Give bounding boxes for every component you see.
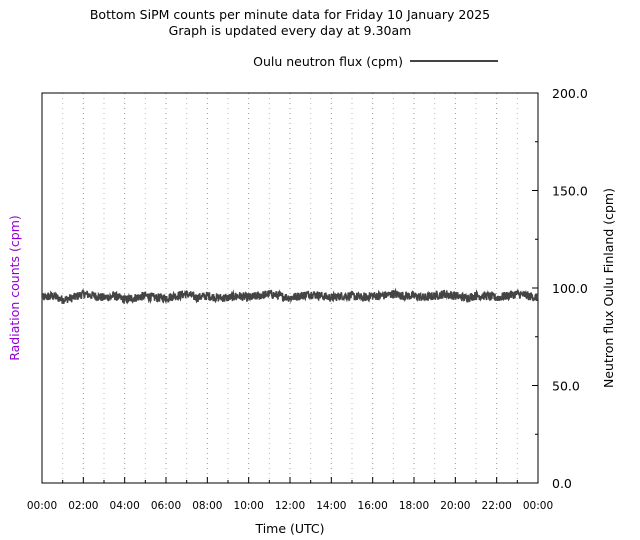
y-tick-label: 200.0 [552, 86, 588, 101]
x-tick-label: 00:00 [27, 500, 57, 512]
y-tick-label: 0.0 [552, 476, 572, 491]
chart-title-line1: Bottom SiPM counts per minute data for F… [90, 7, 490, 22]
series-line-oulu-neutron-flux [41, 287, 539, 305]
x-ticks: 00:00 02:00 04:00 06:00 08:00 10:00 12:00 14:00… [27, 477, 553, 512]
chart-title-line2: Graph is updated every day at 9.30am [169, 23, 412, 38]
x-tick-label: 04:00 [110, 500, 140, 512]
x-axis-label: Time (UTC) [254, 521, 324, 536]
x-tick-label: 08:00 [192, 500, 222, 512]
y-tick-label: 100.0 [552, 281, 588, 296]
x-tick-label: 16:00 [358, 500, 388, 512]
legend-label: Oulu neutron flux (cpm) [253, 54, 403, 69]
x-tick-label: 02:00 [68, 500, 98, 512]
x-tick-label: 06:00 [151, 500, 181, 512]
x-grid [62, 93, 518, 483]
x-tick-label: 14:00 [316, 500, 346, 512]
x-tick-label: 22:00 [482, 500, 512, 512]
plot-frame [41, 92, 539, 484]
x-tick-label: 00:00 [523, 500, 553, 512]
y-tick-label: 50.0 [552, 379, 580, 394]
y-tick-label: 150.0 [552, 184, 588, 199]
x-tick-label: 12:00 [275, 500, 305, 512]
legend: Oulu neutron flux (cpm) [253, 54, 498, 69]
y-ticks: 0.0 50.0 100.0 150.0 200.0 [532, 86, 588, 491]
x-tick-label: 20:00 [440, 500, 470, 512]
y-axis-label-left: Radiation counts (cpm) [7, 215, 22, 361]
y-axis-label-right: Neutron flux Oulu Finland (cpm) [601, 188, 616, 388]
x-tick-label: 10:00 [234, 500, 264, 512]
x-tick-label: 18:00 [399, 500, 429, 512]
